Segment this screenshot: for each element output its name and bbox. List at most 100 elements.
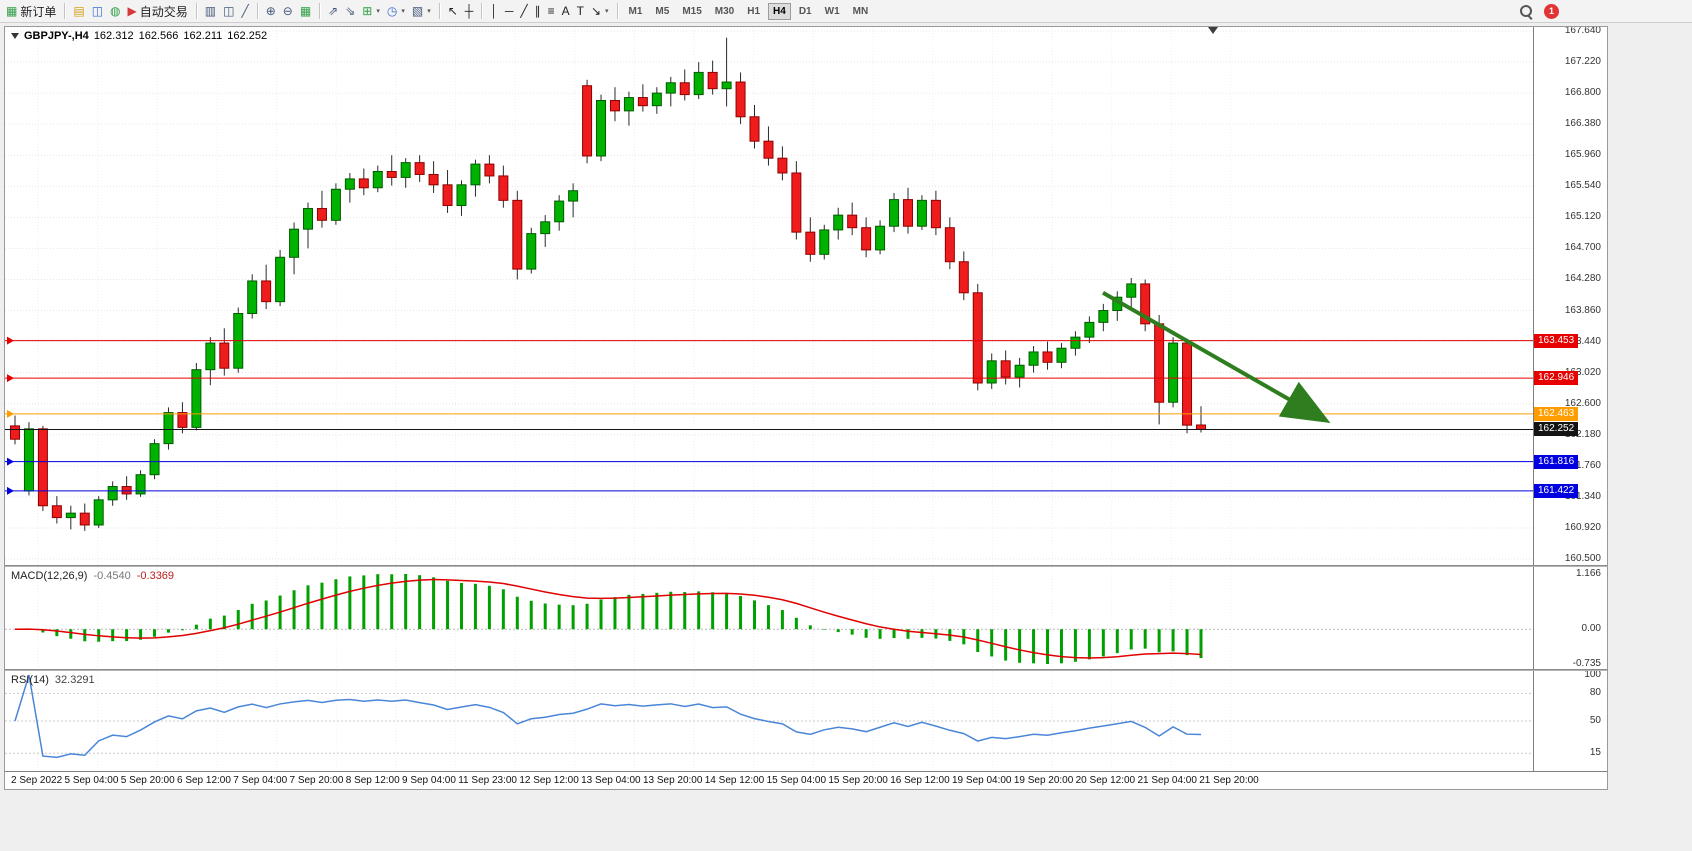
candle-body — [847, 214, 858, 229]
candle-body — [1014, 364, 1025, 378]
arrows-dropdown[interactable]: ↘ ▾ — [588, 2, 612, 21]
time-labels: 2 Sep 2022 5 Sep 04:00 5 Sep 20:00 6 Sep 12… — [11, 775, 1259, 786]
time-label: 5 Sep 20:00 — [120, 775, 175, 786]
indicator-window-button[interactable]: ⇗ — [325, 2, 341, 21]
time-label: 13 Sep 04:00 — [581, 775, 641, 786]
price-axis-label: 160.920 — [1564, 521, 1601, 533]
trendline-button[interactable]: ╱ — [517, 2, 530, 21]
object-list-button[interactable]: ⇘ — [342, 2, 358, 21]
line-anchor-icon — [7, 374, 14, 383]
tile-windows-button[interactable]: ▦ — [297, 2, 314, 21]
add-indicator-dropdown[interactable]: ⊞ ▾ — [359, 2, 383, 21]
text-button[interactable]: A — [559, 2, 573, 21]
text-label-button[interactable]: T — [574, 2, 587, 21]
price-badge-162.463: 162.463 — [1534, 406, 1579, 421]
candle-body — [916, 199, 927, 227]
candle-body — [930, 199, 941, 229]
candle-body — [1056, 347, 1067, 363]
price-axis-label: 166.380 — [1564, 118, 1601, 130]
candlestick-series — [10, 37, 1206, 531]
pane-splitter-rsi[interactable] — [5, 669, 1607, 671]
timeframe-h4[interactable]: H4 — [768, 2, 791, 20]
notification-badge[interactable]: 1 — [1544, 3, 1559, 19]
rsi-name: RSI(14) — [11, 674, 49, 686]
pane-splitter-macd[interactable] — [5, 565, 1607, 567]
candle-body — [1168, 342, 1179, 403]
time-label: 19 Sep 20:00 — [1013, 775, 1074, 786]
time-label: 19 Sep 04:00 — [952, 775, 1012, 786]
market-watch-icon: ◍ — [110, 4, 121, 18]
candle-body — [596, 100, 607, 157]
price-axis: 167.640 167.220 166.800 166.380 165.960 165.5… — [1533, 27, 1607, 565]
new-order-button[interactable]: ▦ 新订单 — [3, 2, 59, 21]
chart-bars-button[interactable]: ▥ — [202, 2, 219, 21]
chart-shift-marker[interactable] — [1208, 27, 1218, 34]
macd-name: MACD(12,26,9) — [11, 570, 88, 582]
crosshair-button[interactable]: ┼ — [462, 2, 477, 21]
line-anchor-icon — [7, 486, 14, 495]
candle-body — [303, 207, 314, 230]
candle-body — [121, 486, 132, 495]
timeframe-m30[interactable]: M30 — [714, 5, 735, 17]
candle-body — [37, 428, 48, 507]
fibonacci-button[interactable]: ≡ — [545, 2, 558, 21]
chart-symbol-period: GBPJPY-,H4 — [24, 30, 89, 42]
cursor-button[interactable]: ↖ — [445, 2, 461, 21]
timeframe-m15[interactable]: M15 — [682, 5, 702, 17]
timeframe-mn[interactable]: MN — [852, 5, 869, 17]
trend-arrow[interactable] — [1102, 291, 1331, 423]
time-label: 9 Sep 04:00 — [401, 775, 456, 786]
price-axis-label: 167.220 — [1564, 56, 1601, 68]
template-icon: ▧ — [411, 4, 424, 18]
equidistant-channel-button[interactable]: ∥ — [532, 2, 544, 21]
candle-body — [1070, 336, 1081, 349]
candle-body — [637, 97, 648, 107]
time-label: 14 Sep 12:00 — [704, 775, 765, 786]
time-axis: 2 Sep 2022 5 Sep 04:00 5 Sep 20:00 6 Sep 12… — [5, 771, 1607, 789]
horizontal-line-button[interactable]: ─ — [502, 2, 517, 21]
candle-body — [316, 207, 327, 221]
candle-body — [749, 116, 760, 142]
timeframe-m5[interactable]: M5 — [655, 5, 670, 17]
zoom-out-button[interactable]: ⊖ — [280, 2, 296, 21]
candle-body — [665, 82, 676, 94]
candle-body — [875, 225, 886, 251]
macd-label: MACD(12,26,9) -0.4540 -0.3369 — [11, 570, 174, 582]
time-label: 7 Sep 20:00 — [289, 775, 344, 786]
chart-line-button[interactable]: ╱ — [238, 2, 251, 21]
price-axis-label: 161.340 — [1564, 490, 1601, 502]
chart-high-value: 162.566 — [138, 30, 179, 42]
autotrading-button[interactable]: ▶ 自动交易 — [125, 2, 191, 21]
candle-body — [1154, 323, 1165, 403]
macd-pane: 1.166 0.00 -0.735 MACD(12,26,9) -0.4540 -0… — [5, 567, 1607, 669]
timeframe-d1[interactable]: D1 — [798, 5, 812, 17]
new-chart-button[interactable]: ▤ — [70, 2, 87, 21]
profiles-button[interactable]: ◫ — [89, 2, 106, 21]
vertical-line-icon: │ — [490, 4, 498, 18]
timeframe-m1[interactable]: M1 — [628, 5, 643, 17]
timeframe-h1[interactable]: H1 — [747, 5, 761, 17]
zoom-in-button[interactable]: ⊕ — [263, 2, 279, 21]
candle-body — [344, 178, 355, 190]
price-axis-label: 161.760 — [1564, 459, 1601, 471]
price-axis-label: 160.500 — [1564, 553, 1601, 564]
search-icon[interactable] — [1519, 4, 1534, 19]
line-anchor-icon — [7, 457, 14, 466]
candle-body — [23, 428, 34, 492]
text-label-icon: T — [576, 4, 584, 18]
timeframe-w1[interactable]: W1 — [824, 5, 840, 17]
template-dropdown[interactable]: ▧ ▾ — [409, 2, 434, 21]
market-watch-button[interactable]: ◍ — [107, 2, 123, 21]
candle-body — [275, 256, 286, 303]
rsi-axis-label: 80 — [1589, 687, 1601, 699]
time-label: 12 Sep 12:00 — [519, 775, 579, 786]
vertical-line-button[interactable]: │ — [487, 2, 501, 21]
fibonacci-icon: ≡ — [547, 4, 555, 18]
candle-body — [358, 178, 369, 189]
candle-body — [330, 188, 341, 221]
chart-candles-button[interactable]: ◫ — [220, 2, 237, 21]
period-dropdown[interactable]: ◷ ▾ — [384, 2, 408, 21]
chart-menu-icon[interactable] — [11, 33, 19, 39]
toolbar-separator — [64, 3, 66, 19]
candle-body — [735, 81, 746, 118]
